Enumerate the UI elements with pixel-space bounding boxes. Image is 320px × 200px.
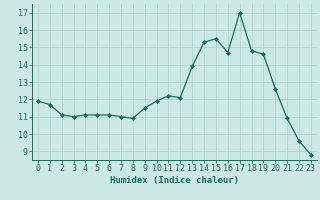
X-axis label: Humidex (Indice chaleur): Humidex (Indice chaleur)	[110, 176, 239, 185]
